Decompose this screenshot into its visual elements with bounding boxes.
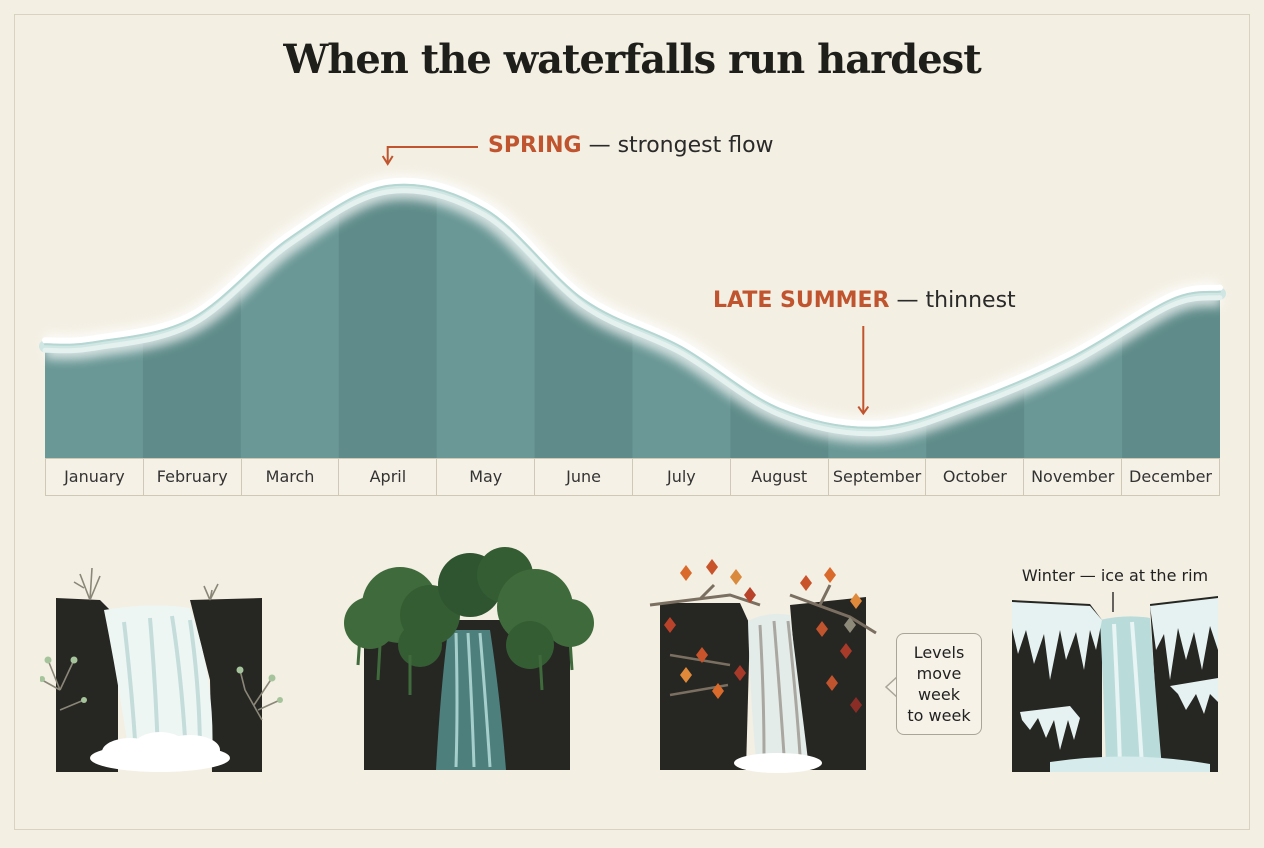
autumn-waterfall-icon bbox=[649, 559, 877, 773]
spring-text: — strongest flow bbox=[588, 133, 774, 158]
month-label: April bbox=[339, 459, 438, 495]
spring-annotation: SPRING — strongest flow bbox=[488, 133, 774, 158]
late-summer-arrow-head bbox=[857, 405, 870, 416]
month-column-july bbox=[632, 186, 731, 458]
foam-line-1 bbox=[42, 177, 1223, 427]
foam-line-0 bbox=[39, 180, 1226, 436]
late-summer-annotation: LATE SUMMER — thinnest bbox=[713, 288, 1016, 313]
month-axis: January February March April May June Ju… bbox=[45, 458, 1220, 496]
spring-arrow-line bbox=[386, 146, 478, 162]
month-column-january bbox=[45, 186, 144, 458]
chart-title: When the waterfalls run hardest bbox=[283, 36, 981, 83]
speech-bubble: Levels move week to week bbox=[896, 633, 982, 735]
late-summer-text: — thinnest bbox=[896, 288, 1016, 313]
foam-line-2 bbox=[42, 188, 1223, 437]
month-label: January bbox=[46, 459, 144, 495]
month-column-september bbox=[828, 186, 927, 458]
spring-arrow-head bbox=[381, 155, 394, 166]
annotation-arrows bbox=[381, 146, 870, 416]
month-label: July bbox=[633, 459, 731, 495]
late-summer-highlight: LATE SUMMER bbox=[713, 288, 890, 313]
border-frame bbox=[14, 14, 1250, 830]
flow-chart bbox=[39, 146, 1226, 458]
bubble-line: move bbox=[916, 664, 962, 683]
speech-bubble-tail bbox=[884, 675, 899, 699]
spring-highlight: SPRING bbox=[488, 133, 582, 158]
month-label: May bbox=[437, 459, 536, 495]
foam-line-3 bbox=[44, 183, 1221, 429]
month-column-april bbox=[338, 186, 438, 458]
winter-label: Winter — ice at the rim bbox=[1021, 566, 1209, 585]
month-label: February bbox=[144, 459, 242, 495]
bubble-line: week bbox=[917, 685, 961, 704]
month-column-november bbox=[1024, 186, 1123, 458]
month-label: March bbox=[242, 459, 340, 495]
month-label: December bbox=[1129, 467, 1212, 486]
bubble-line: Levels bbox=[913, 643, 965, 662]
month-label: August bbox=[731, 459, 829, 495]
month-label: September bbox=[829, 459, 927, 495]
winter-waterfall-icon bbox=[1012, 592, 1218, 772]
month-label: November bbox=[1024, 459, 1123, 495]
spring-waterfall-icon bbox=[40, 567, 283, 772]
summer-waterfall-icon bbox=[344, 547, 594, 770]
month-label: October bbox=[926, 459, 1025, 495]
bubble-line: to week bbox=[907, 706, 971, 725]
month-column-may bbox=[436, 186, 536, 458]
month-label: June bbox=[535, 459, 633, 495]
foam-crest bbox=[39, 173, 1226, 443]
